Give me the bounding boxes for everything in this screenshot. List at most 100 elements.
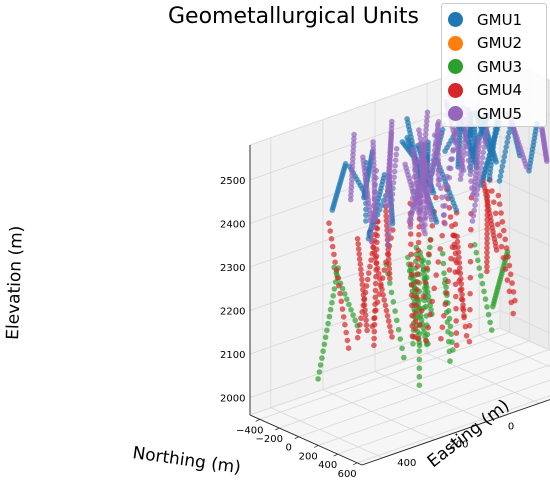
point-gmu3 <box>346 301 352 308</box>
point-gmu4 <box>354 334 361 341</box>
point-gmu4 <box>337 290 343 297</box>
grid-z-right <box>499 179 550 203</box>
point-gmu5 <box>472 202 478 208</box>
point-gmu4 <box>413 294 420 301</box>
point-gmu3 <box>476 265 483 271</box>
point-gmu1 <box>363 218 369 224</box>
point-gmu5 <box>350 152 356 158</box>
point-gmu4 <box>466 338 473 345</box>
point-gmu3 <box>348 307 354 313</box>
point-gmu4 <box>484 188 491 195</box>
point-gmu4 <box>492 210 499 217</box>
point-gmu3 <box>427 244 433 251</box>
point-gmu4 <box>484 245 490 251</box>
point-gmu4 <box>332 259 338 266</box>
point-gmu4 <box>458 281 465 287</box>
legend-marker-gmu1 <box>448 12 463 28</box>
point-gmu4 <box>446 267 453 273</box>
point-gmu4 <box>359 309 366 315</box>
point-gmu1 <box>493 159 500 165</box>
point-gmu4 <box>359 276 365 283</box>
point-gmu4 <box>468 226 474 233</box>
point-gmu4 <box>447 214 454 220</box>
x-axis-line <box>249 414 363 466</box>
point-gmu4 <box>364 327 370 334</box>
point-gmu4 <box>463 333 470 339</box>
point-gmu4 <box>371 315 377 322</box>
point-gmu4 <box>414 263 421 269</box>
legend-item-gmu4: GMU4 <box>448 79 540 103</box>
point-gmu4 <box>356 256 363 262</box>
legend-label-gmu3: GMU3 <box>477 57 523 76</box>
grid-z-left <box>249 310 501 398</box>
point-gmu5 <box>442 220 448 227</box>
point-gmu3 <box>440 260 447 267</box>
point-gmu4 <box>363 283 370 289</box>
point-gmu5 <box>350 148 357 154</box>
point-gmu3 <box>324 327 330 334</box>
point-gmu4 <box>462 323 469 330</box>
point-gmu4 <box>378 281 384 288</box>
point-gmu4 <box>374 265 381 272</box>
point-gmu3 <box>425 293 432 300</box>
point-gmu3 <box>387 280 393 286</box>
point-gmu3 <box>482 296 489 302</box>
point-gmu5 <box>372 182 379 188</box>
point-gmu5 <box>434 128 441 135</box>
grid-z-right <box>499 223 550 247</box>
point-gmu4 <box>427 237 434 243</box>
point-gmu4 <box>467 258 474 265</box>
point-gmu4 <box>371 328 378 335</box>
point-gmu5 <box>523 164 530 170</box>
x-tick-label: −400 <box>236 425 263 436</box>
point-gmu3 <box>352 317 359 324</box>
point-gmu4 <box>414 286 420 293</box>
point-gmu3 <box>441 270 447 277</box>
point-gmu4 <box>375 270 382 277</box>
point-gmu3 <box>327 306 334 313</box>
point-gmu4 <box>452 221 459 227</box>
x-tick-label: 200 <box>299 451 318 462</box>
point-gmu5 <box>347 196 354 203</box>
point-gmu4 <box>484 193 491 200</box>
point-gmu4 <box>413 302 420 309</box>
point-gmu4 <box>372 280 379 287</box>
point-gmu5 <box>392 157 399 163</box>
point-gmu4 <box>381 297 388 303</box>
point-gmu3 <box>445 329 451 335</box>
point-gmu4 <box>452 269 459 275</box>
legend-item-gmu5: GMU5 <box>448 102 540 126</box>
point-gmu4 <box>326 220 332 226</box>
point-gmu4 <box>484 263 490 270</box>
point-gmu5 <box>370 146 377 153</box>
point-gmu5 <box>416 127 422 133</box>
point-gmu1 <box>482 165 489 171</box>
point-gmu1 <box>501 153 508 160</box>
legend-label-gmu5: GMU5 <box>477 104 523 123</box>
point-gmu3 <box>392 308 398 314</box>
point-gmu5 <box>421 149 428 155</box>
point-gmu4 <box>484 226 491 232</box>
point-gmu5 <box>418 180 425 186</box>
point-gmu4 <box>504 277 511 283</box>
point-gmu5 <box>476 176 483 182</box>
point-gmu4 <box>369 323 376 330</box>
point-gmu4 <box>354 236 361 242</box>
point-gmu5 <box>386 225 393 231</box>
point-gmu3 <box>447 358 453 364</box>
point-gmu5 <box>348 184 355 191</box>
legend-marker-gmu2 <box>448 35 463 51</box>
point-gmu3 <box>325 320 331 327</box>
point-gmu4 <box>357 322 363 328</box>
point-gmu5 <box>412 159 419 166</box>
grid-z-right <box>499 266 550 290</box>
point-gmu4 <box>334 275 341 281</box>
point-gmu4 <box>455 249 462 256</box>
point-gmu4 <box>422 279 429 286</box>
point-gmu5 <box>371 196 378 202</box>
point-gmu4 <box>502 266 509 272</box>
point-gmu3 <box>447 323 454 330</box>
point-gmu5 <box>407 224 414 230</box>
point-gmu5 <box>448 156 454 163</box>
point-gmu4 <box>345 345 352 352</box>
